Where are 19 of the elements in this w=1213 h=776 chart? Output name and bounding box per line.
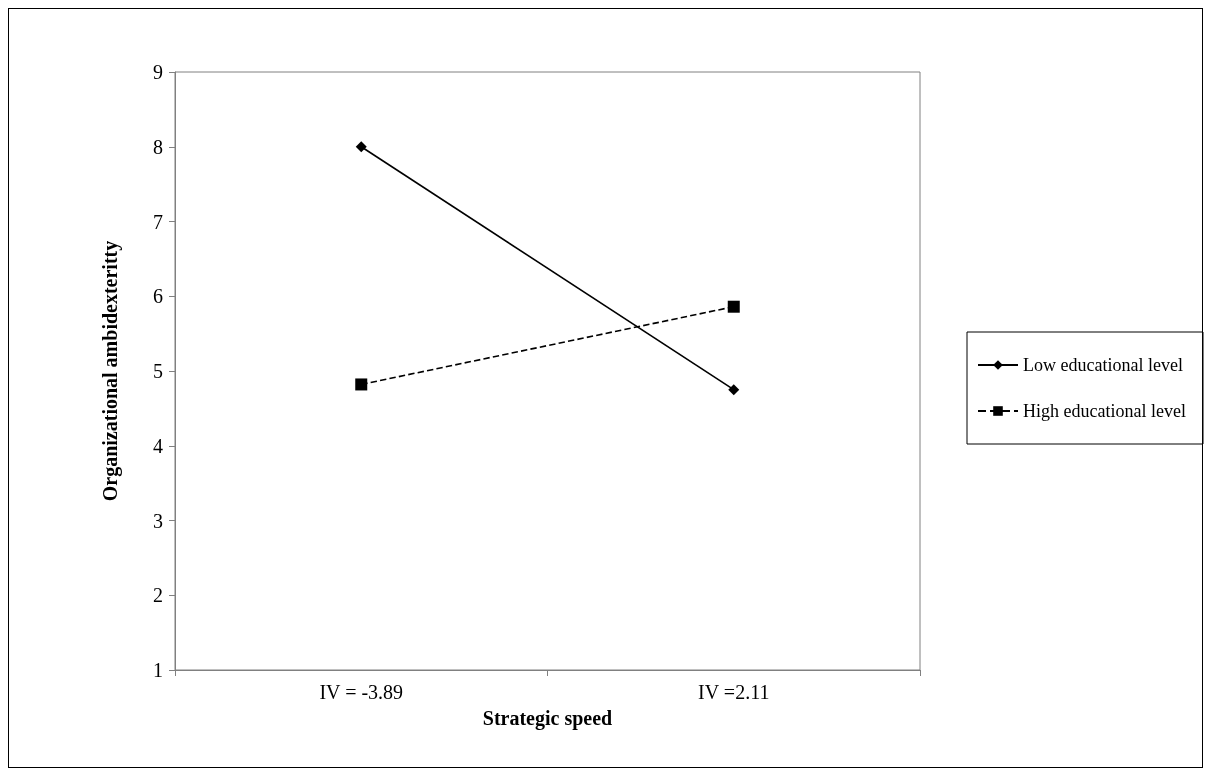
y-tick-label: 3	[153, 509, 163, 532]
y-tick-label: 2	[153, 584, 163, 607]
y-axis-title: Organizational ambidexteritty	[99, 240, 122, 502]
point	[355, 141, 367, 153]
legend-label: Low educational level	[1023, 355, 1183, 375]
x-tick-label: IV = -3.89	[319, 681, 404, 703]
point	[727, 300, 740, 313]
y-tick-label: 9	[153, 61, 163, 83]
point	[355, 378, 368, 391]
x-tick-label: IV =2.11	[698, 681, 770, 703]
y-tick-label: 4	[153, 434, 163, 457]
x-axis-title: Strategic speed	[482, 707, 613, 730]
point	[728, 384, 740, 396]
y-tick-label: 6	[153, 285, 163, 308]
y-tick-label: 5	[153, 360, 163, 382]
y-tick-label: 1	[153, 659, 163, 681]
y-tick-label: 7	[153, 210, 163, 233]
y-tick-label: 8	[153, 135, 163, 158]
legend-label: High educational level	[1023, 401, 1186, 421]
